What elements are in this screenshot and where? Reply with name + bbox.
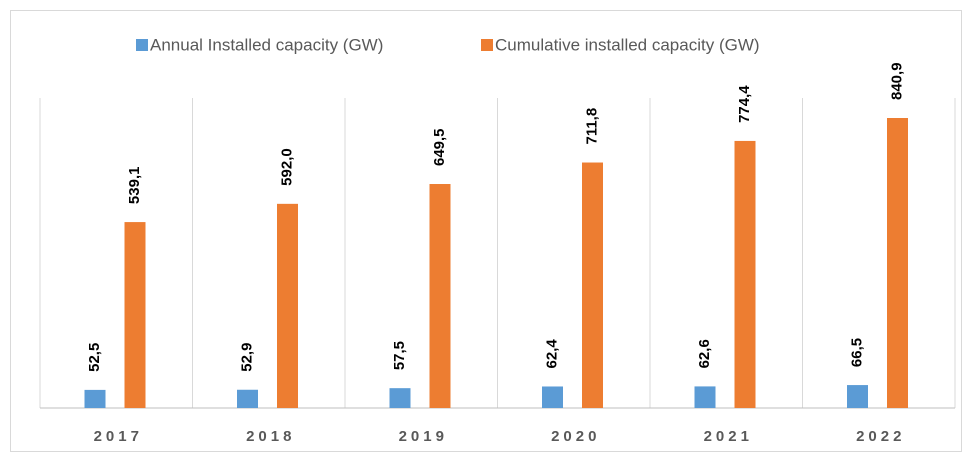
data-label: 57,5	[391, 341, 408, 370]
bar	[277, 203, 298, 408]
bar	[847, 385, 868, 408]
data-label: 62,6	[696, 339, 713, 368]
bar	[887, 118, 908, 408]
bar	[734, 140, 756, 408]
bar	[389, 388, 411, 408]
legend-swatch	[136, 39, 148, 51]
bar	[84, 389, 106, 408]
legend-label: Annual Installed capacity (GW)	[150, 35, 383, 54]
legend-swatch	[481, 39, 493, 51]
x-tick-label: 2021	[704, 428, 753, 445]
bar	[429, 184, 451, 408]
data-label: 840,9	[888, 62, 905, 100]
legend-label: Cumulative installed capacity (GW)	[495, 35, 760, 54]
data-label: 539,1	[126, 167, 143, 205]
x-tick-label: 2018	[246, 428, 295, 445]
bar	[694, 386, 716, 408]
data-label: 649,5	[431, 128, 448, 166]
bar	[542, 386, 563, 408]
bar	[237, 389, 258, 408]
bar	[124, 222, 146, 408]
x-tick-label: 2017	[94, 428, 143, 445]
data-label: 592,0	[278, 148, 295, 186]
bar	[582, 162, 603, 408]
data-label: 774,4	[736, 85, 753, 123]
data-label: 62,4	[543, 339, 560, 369]
x-tick-label: 2020	[551, 428, 600, 445]
chart-border	[10, 10, 962, 452]
data-label: 711,8	[583, 108, 600, 145]
x-tick-label: 2022	[856, 428, 905, 445]
x-tick-label: 2019	[399, 428, 448, 445]
data-label: 52,9	[238, 343, 255, 372]
data-label: 66,5	[848, 338, 865, 367]
data-label: 52,5	[86, 343, 103, 372]
